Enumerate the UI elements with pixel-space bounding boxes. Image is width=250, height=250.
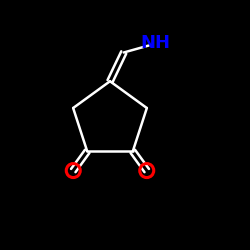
Text: NH: NH [140, 34, 170, 52]
